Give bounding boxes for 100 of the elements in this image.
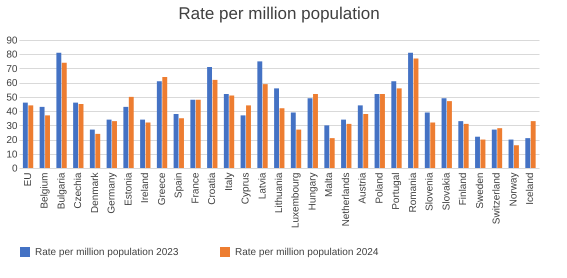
bar <box>530 121 536 168</box>
bar <box>246 105 251 168</box>
x-tick-label: Denmark <box>90 172 101 214</box>
x-tick-label: Lithuania <box>274 172 285 214</box>
bar <box>62 62 67 168</box>
bar <box>363 114 368 168</box>
x-tick-label: EU <box>22 172 34 186</box>
bar <box>22 102 28 168</box>
x-tick-label: Malta <box>324 172 336 197</box>
bar <box>480 140 486 168</box>
bar <box>40 106 45 168</box>
bar <box>330 138 335 168</box>
bar <box>514 145 519 168</box>
bar <box>56 52 62 168</box>
y-tick-label: 90 <box>6 36 18 46</box>
bar <box>396 88 402 168</box>
bar <box>414 58 418 168</box>
bar <box>106 120 112 168</box>
y-tick-label: 0 <box>12 164 18 174</box>
bar <box>391 81 396 168</box>
bar <box>140 120 146 168</box>
bar <box>374 94 380 168</box>
legend-label: Rate per million population 2024 <box>235 247 379 258</box>
bar <box>442 98 446 168</box>
bar <box>290 112 296 168</box>
bar <box>112 121 117 168</box>
bar <box>128 96 134 168</box>
x-tick-label: Austria <box>358 172 369 204</box>
bar <box>229 95 234 168</box>
legend-label: Rate per million population 2023 <box>35 247 179 258</box>
bar <box>492 130 497 168</box>
bar <box>464 124 469 168</box>
x-tick-label: Iceland <box>525 172 536 205</box>
bar <box>156 81 162 168</box>
x-tick-label: France <box>190 172 202 204</box>
x-tick-label: Finland <box>458 172 470 206</box>
x-tick-label: Ireland <box>140 172 152 204</box>
bar <box>240 115 246 168</box>
bar <box>458 121 464 168</box>
x-tick-label: Sweden <box>474 172 486 209</box>
x-tick-label: Czechia <box>73 172 84 209</box>
bar <box>313 94 318 168</box>
x-tick-label: Italy <box>224 172 235 191</box>
bar <box>190 100 196 168</box>
x-tick-label: Portugal <box>391 172 402 210</box>
bar <box>174 114 179 168</box>
x-tick-label: Latvia <box>257 172 268 200</box>
x-tick-label: Romania <box>408 172 419 213</box>
bar <box>207 67 212 168</box>
bar <box>475 136 480 168</box>
y-tick-label: 40 <box>6 106 18 118</box>
bar <box>525 138 530 168</box>
bar <box>179 118 184 168</box>
bar <box>45 115 50 168</box>
x-tick-label: Slovenia <box>424 172 436 211</box>
bar <box>508 140 514 168</box>
bar <box>162 76 168 168</box>
bar <box>224 94 229 168</box>
x-tick-label: Hungary <box>307 172 318 210</box>
bar <box>257 61 262 168</box>
x-tick-label: Greece <box>156 172 168 206</box>
x-tick-label: Netherlands <box>340 172 352 226</box>
x-tick-label: Belgium <box>40 172 51 209</box>
y-tick-label: 50 <box>6 92 18 104</box>
bar <box>447 101 452 168</box>
bar <box>95 134 100 168</box>
y-tick-label: 60 <box>6 78 18 90</box>
y-tick-label: 70 <box>6 64 18 75</box>
bar <box>146 122 150 168</box>
bar <box>424 112 430 168</box>
bar <box>296 130 302 168</box>
bar <box>196 100 201 168</box>
bar <box>380 94 385 168</box>
chart-title: Rate per million population <box>178 4 380 23</box>
bar <box>497 128 502 168</box>
bar <box>358 105 363 168</box>
x-tick-label: Bulgaria <box>56 172 68 210</box>
y-tick-label: 30 <box>6 120 18 132</box>
bar <box>430 122 436 168</box>
x-tick-label: Poland <box>374 172 386 204</box>
bar <box>28 105 34 168</box>
bar <box>408 52 413 168</box>
bar <box>346 124 352 168</box>
bar <box>280 108 284 168</box>
x-tick-label: Slovakia <box>441 172 452 210</box>
bar <box>324 125 330 168</box>
bar <box>73 102 78 168</box>
bar <box>274 88 279 168</box>
bar <box>341 120 346 168</box>
bar <box>90 130 95 168</box>
x-tick-label: Luxembourg <box>290 172 302 228</box>
x-tick-label: Germany <box>106 172 118 214</box>
y-tick-label: 80 <box>6 50 18 61</box>
bar <box>212 80 218 168</box>
x-tick-label: Estonia <box>123 172 134 206</box>
y-tick-label: 20 <box>6 135 18 146</box>
x-tick-label: Switzerland <box>492 172 503 224</box>
bar <box>123 106 128 168</box>
y-tick-label: 10 <box>6 149 18 160</box>
x-tick-label: Croatia <box>207 172 218 205</box>
